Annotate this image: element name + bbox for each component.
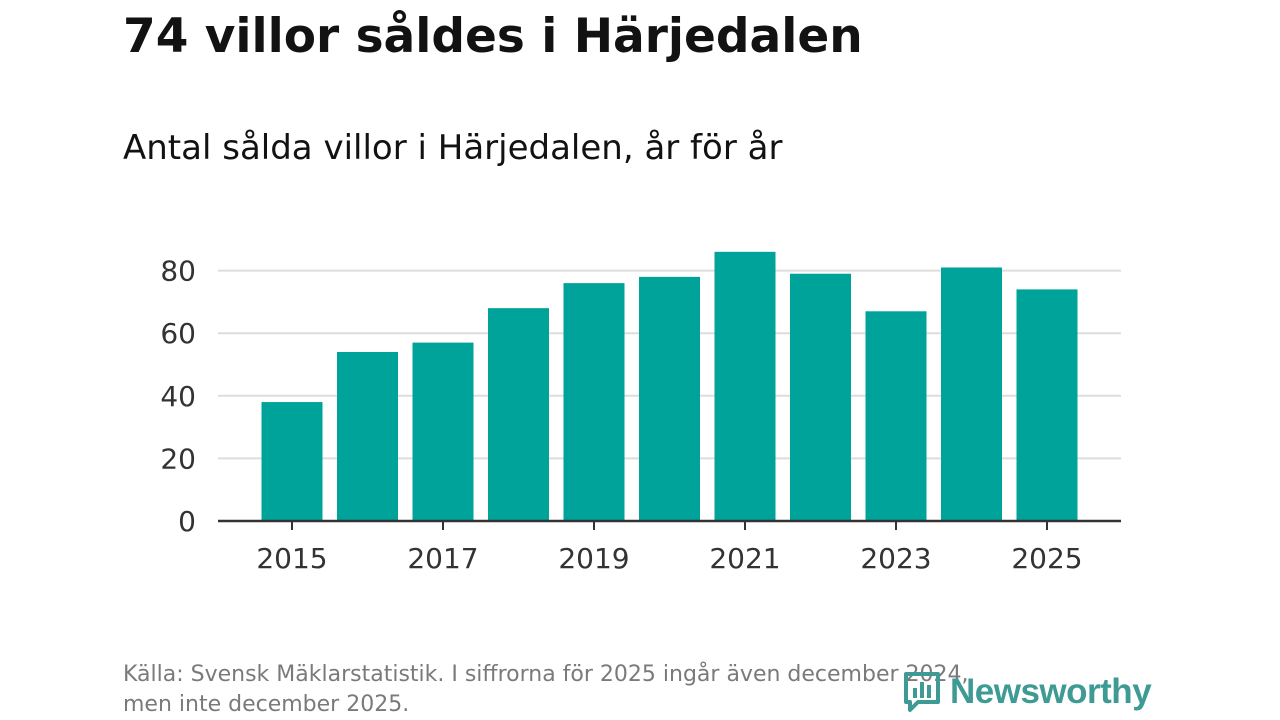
y-tick-label: 0: [178, 505, 196, 538]
bar-2019: [563, 283, 625, 521]
y-tick-label: 40: [160, 380, 196, 413]
x-tick-label: 2023: [860, 542, 931, 575]
bar-2017: [412, 342, 474, 521]
x-tick-label: 2021: [709, 542, 780, 575]
axes: 0 20 40 60 80 2015 2017 2019 2021 2023 2025: [160, 255, 1121, 575]
source-line-1: Källa: Svensk Mäklarstatistik. I siffror…: [123, 662, 969, 687]
bar-2021: [714, 251, 776, 521]
chart-subtitle: Antal sålda villor i Härjedalen, år för …: [123, 128, 783, 168]
source-note: Källa: Svensk Mäklarstatistik. I siffror…: [123, 660, 969, 720]
source-line-2: men inte december 2025.: [123, 692, 410, 717]
bar-2023: [865, 311, 927, 521]
bar-2020: [639, 276, 700, 521]
y-tick-label: 20: [160, 442, 196, 475]
x-tick-label: 2015: [256, 542, 327, 575]
bar-2018: [488, 308, 549, 521]
bar-2015: [261, 402, 323, 521]
bar-2024: [941, 267, 1002, 521]
logo-text: Newsworthy: [950, 672, 1152, 711]
newsworthy-logo: Newsworthy: [902, 670, 1152, 714]
x-tick-label: 2017: [407, 542, 478, 575]
bars: [261, 251, 1078, 521]
x-tick-label: 2025: [1011, 542, 1082, 575]
chart-title: 74 villor såldes i Härjedalen: [123, 9, 863, 64]
y-tick-label: 80: [160, 255, 196, 288]
bar-2025: [1016, 289, 1078, 521]
x-tick-label: 2019: [558, 542, 629, 575]
bar-2022: [790, 273, 851, 521]
bar-2016: [337, 351, 398, 521]
newsworthy-logo-icon: [904, 672, 940, 712]
y-tick-label: 60: [160, 317, 196, 350]
